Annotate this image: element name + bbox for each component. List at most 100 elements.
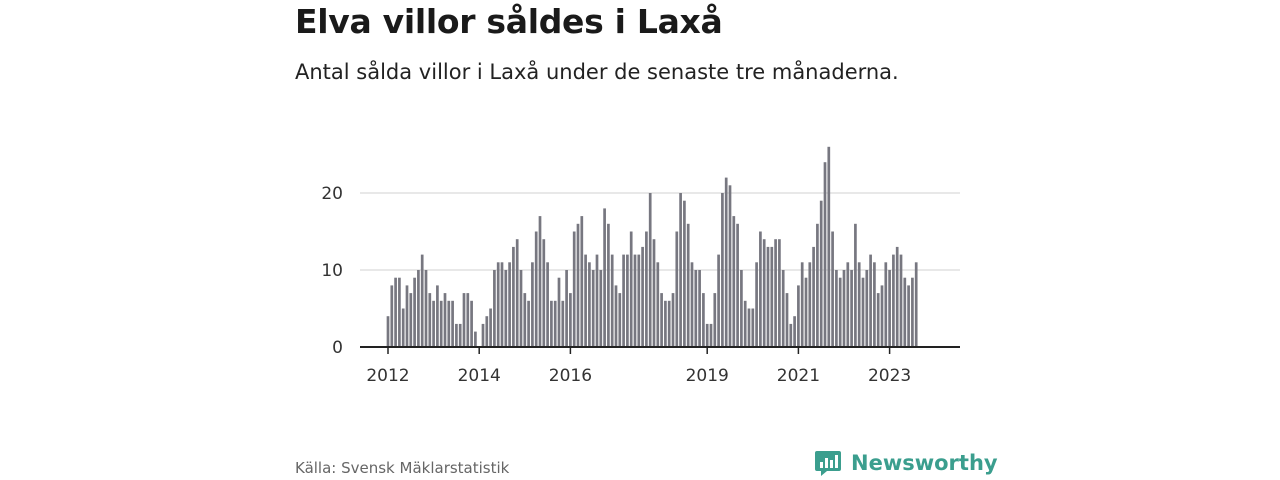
- bar-chart: 0 10 20 2012 2014 2016 2019 2021 2023 11: [321, 0, 960, 386]
- bar: [876, 293, 880, 347]
- bar: [538, 216, 542, 347]
- bar: [508, 262, 511, 347]
- bar: [740, 270, 743, 347]
- bar: [724, 177, 728, 347]
- bar-chart-speech-bubble-icon: [815, 451, 841, 476]
- bar: [398, 277, 401, 347]
- bar: [614, 285, 618, 347]
- bar: [610, 254, 614, 347]
- bar: [496, 262, 500, 347]
- bar: [736, 223, 739, 347]
- bar: [835, 270, 838, 347]
- bar: [892, 254, 895, 347]
- bar: [580, 216, 584, 347]
- bar: [831, 231, 834, 347]
- bar: [474, 331, 477, 347]
- bar: [386, 316, 390, 347]
- bar: [895, 246, 899, 347]
- bar: [838, 277, 842, 347]
- y-tick-label: 0: [332, 338, 343, 358]
- bar: [865, 270, 869, 347]
- bar: [861, 277, 865, 347]
- highlight-data-label: 11: [920, 0, 943, 5]
- newsworthy-logo: Newsworthy: [814, 446, 998, 480]
- bar: [401, 308, 405, 347]
- bar: [728, 185, 732, 347]
- bar: [846, 262, 850, 347]
- bar: [850, 270, 853, 347]
- bar: [698, 270, 701, 347]
- x-tick-label: 2012: [366, 366, 409, 386]
- bar: [755, 262, 758, 347]
- bar: [637, 254, 641, 347]
- bar: [690, 262, 694, 347]
- bar: [420, 254, 424, 347]
- bar: [766, 246, 770, 347]
- bar: [470, 300, 473, 347]
- bar: [447, 300, 451, 347]
- x-tick-label: 2016: [549, 366, 592, 386]
- bar: [785, 293, 789, 347]
- bar: [869, 254, 872, 347]
- bar: [709, 323, 713, 347]
- bar-series: [386, 146, 918, 347]
- bar: [504, 270, 508, 347]
- bar: [629, 231, 633, 347]
- bar: [443, 293, 447, 347]
- bar: [652, 239, 656, 347]
- bar: [907, 285, 910, 347]
- bar: [565, 270, 568, 347]
- bar: [618, 293, 622, 347]
- bar: [572, 231, 576, 347]
- bar: [713, 293, 717, 347]
- bar: [439, 300, 443, 347]
- bar: [694, 270, 698, 347]
- bar: [432, 300, 435, 347]
- bar: [721, 193, 724, 347]
- bar: [599, 270, 603, 347]
- bar: [664, 300, 667, 347]
- bar: [527, 300, 530, 347]
- bar: [880, 285, 884, 347]
- bar: [774, 239, 777, 347]
- bar: [717, 254, 720, 347]
- bar: [778, 239, 781, 347]
- bar: [759, 231, 762, 347]
- x-tick-label: 2014: [458, 366, 501, 386]
- bar: [584, 254, 587, 347]
- bar: [546, 262, 549, 347]
- bar: [797, 285, 800, 347]
- bar: [656, 262, 660, 347]
- bar: [394, 277, 397, 347]
- bar: [671, 293, 675, 347]
- bar: [523, 293, 527, 347]
- bar: [667, 300, 671, 347]
- bar: [914, 262, 918, 347]
- bar: [466, 293, 470, 347]
- bar: [823, 162, 827, 347]
- bar: [603, 208, 606, 347]
- x-tick-label: 2023: [868, 366, 911, 386]
- bar: [705, 323, 709, 347]
- bar: [884, 262, 888, 347]
- bar: [899, 254, 903, 347]
- bar: [424, 270, 428, 347]
- bar: [588, 262, 591, 347]
- bar: [515, 239, 519, 347]
- bar: [812, 246, 815, 347]
- x-tick-label: 2021: [777, 366, 820, 386]
- bar: [405, 285, 409, 347]
- bar: [390, 285, 394, 347]
- bar: [911, 277, 914, 347]
- bar: [686, 223, 690, 347]
- bar: [751, 308, 755, 347]
- bar: [607, 223, 610, 347]
- bar: [550, 300, 553, 347]
- bar: [873, 262, 876, 347]
- chart-title: Elva villor såldes i Laxå: [295, 2, 723, 41]
- bar: [679, 193, 682, 347]
- source-note: Källa: Svensk Mäklarstatistik: [295, 459, 510, 477]
- bar: [534, 231, 538, 347]
- bar: [781, 270, 785, 347]
- bar: [683, 200, 686, 347]
